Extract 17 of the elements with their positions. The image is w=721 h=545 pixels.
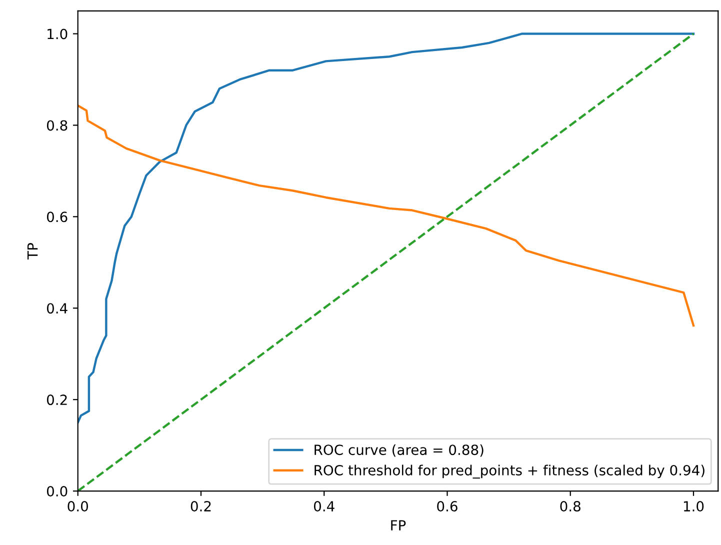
y-tick-label: 0.0 [46, 486, 68, 497]
x-tick-label: 0.4 [314, 501, 334, 512]
y-axis-title: TP [27, 243, 38, 260]
x-tick-label: 0.2 [190, 501, 211, 512]
line-series [78, 104, 695, 327]
y-tick-label: 1.0 [48, 28, 68, 40]
x-axis-title: FP [391, 520, 406, 530]
x-tick-label: 0.6 [437, 501, 458, 512]
x-tick-label: 0.0 [68, 501, 88, 512]
y-tick-label: 0.4 [46, 303, 68, 314]
y-tick-label: 0.6 [46, 212, 68, 222]
y-tick-label: 0.2 [46, 394, 67, 406]
legend-label: ROC threshold for pred_points + fitness (scaled by 0.94) [314, 464, 704, 479]
x-tick-label: 0.8 [560, 501, 580, 512]
y-tick-label: 0.8 [46, 120, 68, 131]
legend-label: ROC curve (area = 0.88) [314, 444, 484, 457]
x-tick-label: 1.0 [684, 501, 704, 512]
